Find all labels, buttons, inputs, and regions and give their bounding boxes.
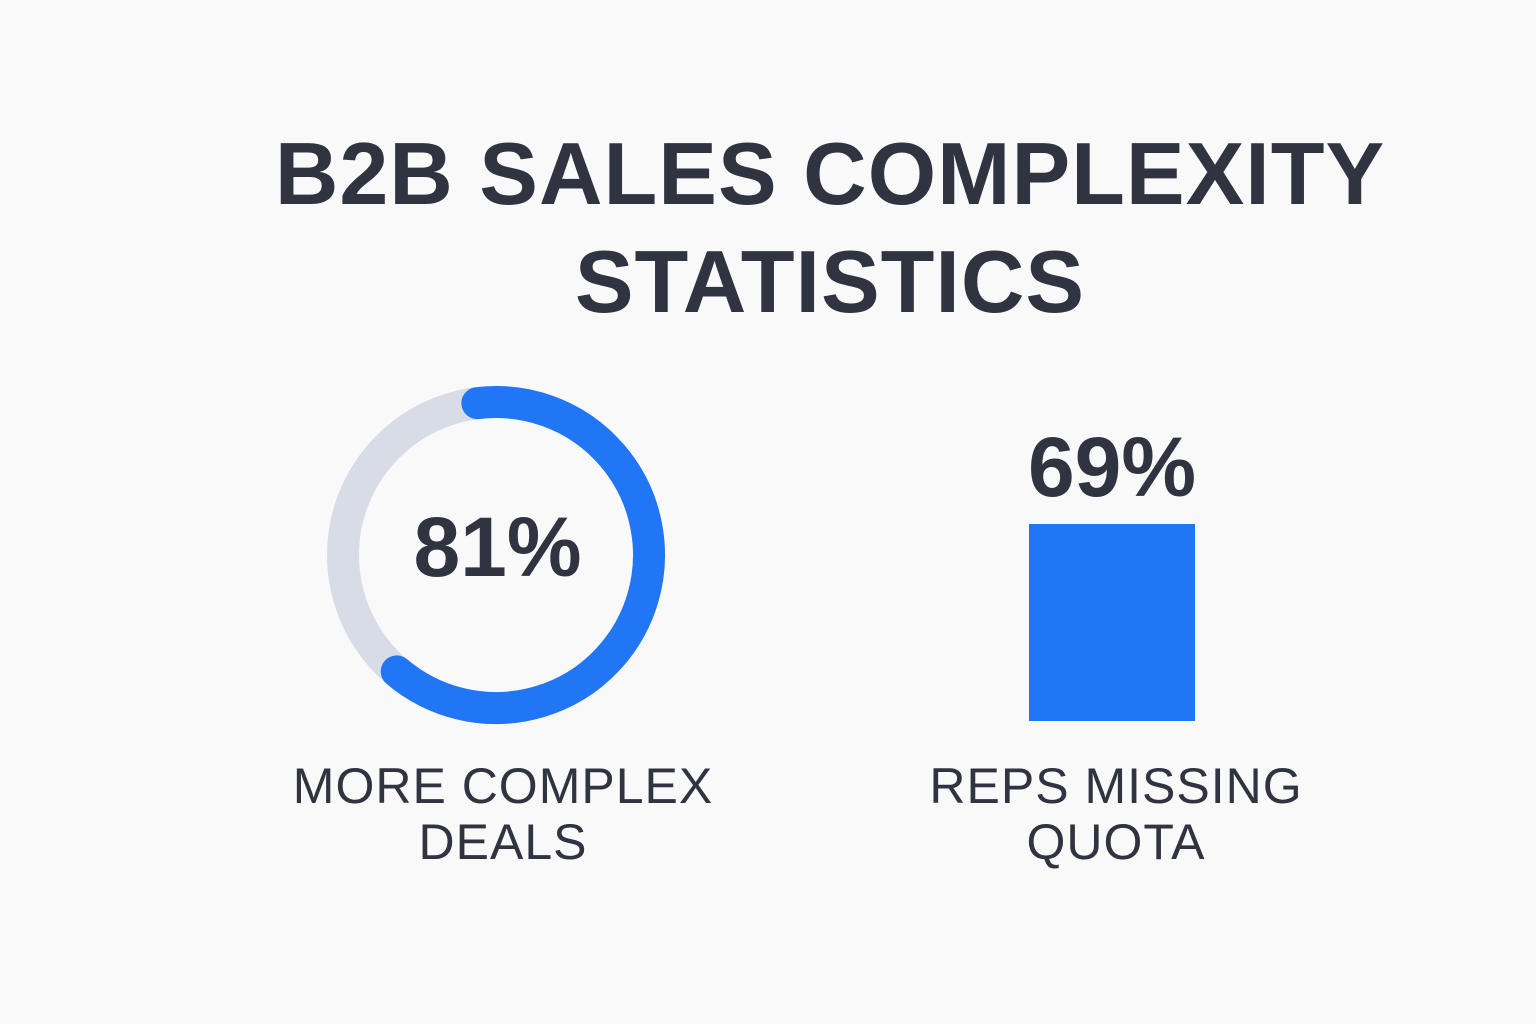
donut-value-label: 81%	[413, 500, 582, 594]
complex-deals-label-line-2: DEALS	[418, 814, 588, 870]
donut-chart	[327, 386, 665, 724]
complex-deals-label: MORE COMPLEX DEALS	[253, 758, 753, 870]
page-title-line-1: B2B SALES COMPLEXITY	[274, 124, 1386, 223]
bar-value-label: 69%	[1027, 420, 1197, 514]
complex-deals-label-line-1: MORE COMPLEX	[292, 758, 714, 814]
quota-bar	[1029, 524, 1195, 721]
page-title-line-2: STATISTICS	[574, 232, 1086, 331]
missing-quota-label: REPS MISSING QUOTA	[866, 758, 1366, 870]
missing-quota-label-line-2: QUOTA	[1026, 814, 1206, 870]
missing-quota-label-line-1: REPS MISSING	[929, 758, 1303, 814]
donut-value-arc	[380, 386, 665, 724]
